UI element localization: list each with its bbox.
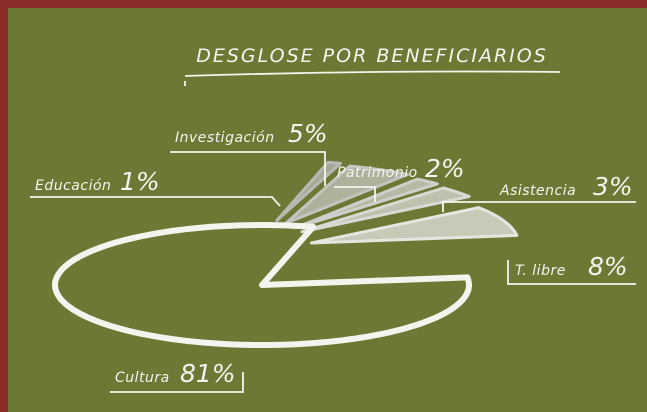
category-label: Investigación bbox=[175, 130, 275, 146]
pie-slice bbox=[52, 222, 472, 348]
board bbox=[8, 8, 647, 412]
pie-slice bbox=[309, 206, 519, 245]
value-label: 2% bbox=[425, 154, 465, 183]
value-label: 5% bbox=[288, 119, 328, 148]
title-underline bbox=[184, 70, 561, 86]
leader-line bbox=[110, 372, 244, 393]
category-label: Asistencia bbox=[499, 183, 576, 199]
leader-line bbox=[170, 151, 326, 186]
pie-slice bbox=[284, 164, 409, 225]
value-label: 8% bbox=[588, 252, 628, 281]
value-label: 1% bbox=[120, 167, 160, 196]
value-label: 3% bbox=[593, 172, 633, 201]
category-label: T. libre bbox=[515, 263, 566, 279]
category-label: Educación bbox=[35, 178, 111, 194]
chart-title: DESGLOSE POR BENEFICIARIOS bbox=[196, 45, 548, 67]
category-label: Patrimonio bbox=[337, 165, 418, 181]
leader-line bbox=[442, 201, 636, 212]
leader-line bbox=[507, 260, 636, 285]
value-label: 81% bbox=[180, 359, 236, 388]
category-label: Cultura bbox=[115, 370, 170, 386]
leader-line bbox=[334, 186, 376, 202]
pie-slice bbox=[300, 186, 471, 234]
pie-slice bbox=[294, 177, 439, 230]
leader-line bbox=[30, 196, 281, 207]
